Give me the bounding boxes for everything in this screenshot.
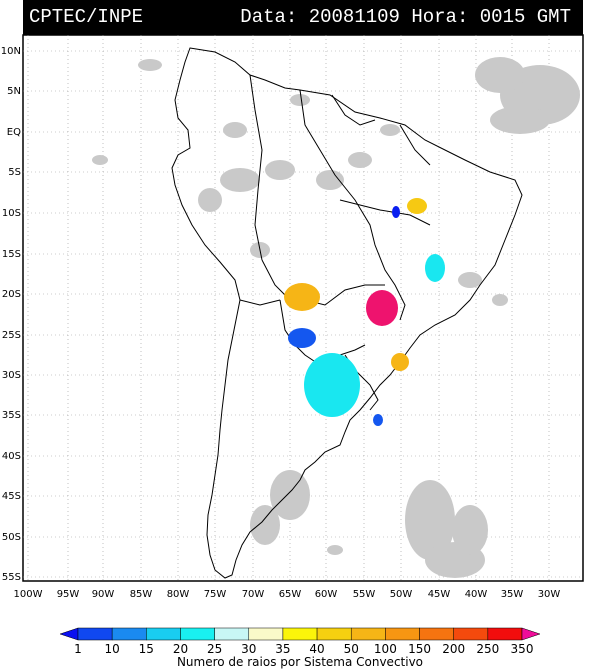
colorbar-swatch — [487, 627, 523, 641]
colorbar-swatch — [419, 627, 454, 641]
colorbar-swatch — [146, 627, 181, 641]
convective-system — [284, 283, 320, 311]
convective-system — [304, 353, 360, 417]
lon-label: 45W — [428, 589, 451, 600]
colorbar-labels: 1 10 15 20 25 30 35 40 50 100 150 200 250 350 — [74, 642, 533, 656]
colorbar-tick-label: 40 — [309, 642, 324, 656]
lon-label: 75W — [204, 589, 227, 600]
convective-system — [392, 206, 400, 218]
colorbar-tick-label: 150 — [408, 642, 431, 656]
lat-label: 55S — [2, 572, 21, 583]
colorbar-title: Numero de raios por Sistema Convectivo — [177, 655, 423, 669]
convective-systems — [284, 198, 445, 426]
lat-label: 30S — [2, 370, 21, 381]
timezone: GMT — [536, 6, 571, 28]
map-frame — [22, 34, 584, 582]
lon-label: 60W — [315, 589, 338, 600]
lon-label: 50W — [390, 589, 413, 600]
convective-system — [373, 414, 383, 426]
convective-system — [366, 290, 398, 326]
lon-label: 30W — [538, 589, 561, 600]
colorbar-swatch — [385, 627, 420, 641]
colorbar-swatch — [214, 627, 250, 641]
colorbar-tick-label: 10 — [105, 642, 120, 656]
convective-system — [391, 353, 409, 371]
colorbar-tick-label: 1 — [74, 642, 82, 656]
convective-system — [407, 198, 427, 214]
colorbar-swatch — [180, 627, 215, 641]
lon-label: 95W — [57, 589, 80, 600]
colorbar-tick-label: 20 — [173, 642, 188, 656]
colorbar-swatches — [59, 627, 541, 641]
colorbar-left-arrow — [59, 627, 79, 641]
colorbar-swatch — [248, 627, 284, 641]
time-prefix: Hora: — [411, 6, 469, 28]
lon-label: 85W — [130, 589, 153, 600]
cloud-cover — [92, 57, 580, 578]
colorbar-tick-label: 100 — [374, 642, 397, 656]
lon-label: 40W — [465, 589, 488, 600]
colorbar-tick-label: 200 — [442, 642, 465, 656]
time-value: 0015 — [479, 6, 526, 28]
lat-label: 45S — [2, 491, 21, 502]
convective-system — [425, 254, 445, 282]
latitude-labels: 10N 5N EQ 5S 10S 15S 20S 25S 30S 35S 40S 45S 50S 55S — [1, 46, 21, 583]
lat-label: 35S — [2, 410, 21, 421]
lat-label: 50S — [2, 532, 21, 543]
colorbar-right-arrow — [521, 627, 541, 641]
lon-label: 70W — [242, 589, 265, 600]
colorbar-tick-label: 350 — [511, 642, 534, 656]
colorbar-swatch — [282, 627, 318, 641]
lat-label: 40S — [2, 451, 21, 462]
colorbar-tick-label: 250 — [476, 642, 499, 656]
convective-system — [288, 328, 316, 348]
colorbar-swatch — [453, 627, 489, 641]
lat-label: EQ — [7, 127, 21, 138]
datetime-label: Data: 20081109 Hora: 0015 GMT — [240, 0, 571, 35]
source-label: CPTEC/INPE — [29, 6, 144, 28]
colorbar-swatch — [77, 627, 113, 641]
longitude-labels: 100W 95W 90W 85W 80W 75W 70W 65W 60W 55W 50W 45W 40W… — [14, 589, 561, 600]
lat-label: 5N — [7, 86, 21, 97]
lon-label: 100W — [14, 589, 43, 600]
lat-label: 20S — [2, 289, 21, 300]
lat-label: 10N — [1, 46, 21, 57]
lat-label: 25S — [2, 330, 21, 341]
date-prefix: Data: — [240, 6, 298, 28]
colorbar-tick-label: 15 — [139, 642, 154, 656]
map-header: CPTEC/INPE Data: 20081109 Hora: 0015 GMT — [23, 0, 583, 35]
lat-label: 10S — [2, 208, 21, 219]
lat-label: 15S — [2, 249, 21, 260]
lon-label: 80W — [167, 589, 190, 600]
lon-label: 55W — [353, 589, 376, 600]
lon-label: 35W — [501, 589, 524, 600]
colorbar-swatch — [111, 627, 147, 641]
colorbar-swatch — [350, 627, 386, 641]
lat-label: 5S — [8, 167, 21, 178]
colorbar-tick-label: 25 — [207, 642, 222, 656]
colorbar-swatch — [316, 627, 352, 641]
lon-label: 65W — [279, 589, 302, 600]
colorbar-tick-label: 30 — [241, 642, 256, 656]
colorbar-tick-label: 50 — [344, 642, 359, 656]
colorbar-tick-label: 35 — [275, 642, 290, 656]
date-value: 20081109 — [308, 6, 400, 28]
lon-label: 90W — [92, 589, 115, 600]
